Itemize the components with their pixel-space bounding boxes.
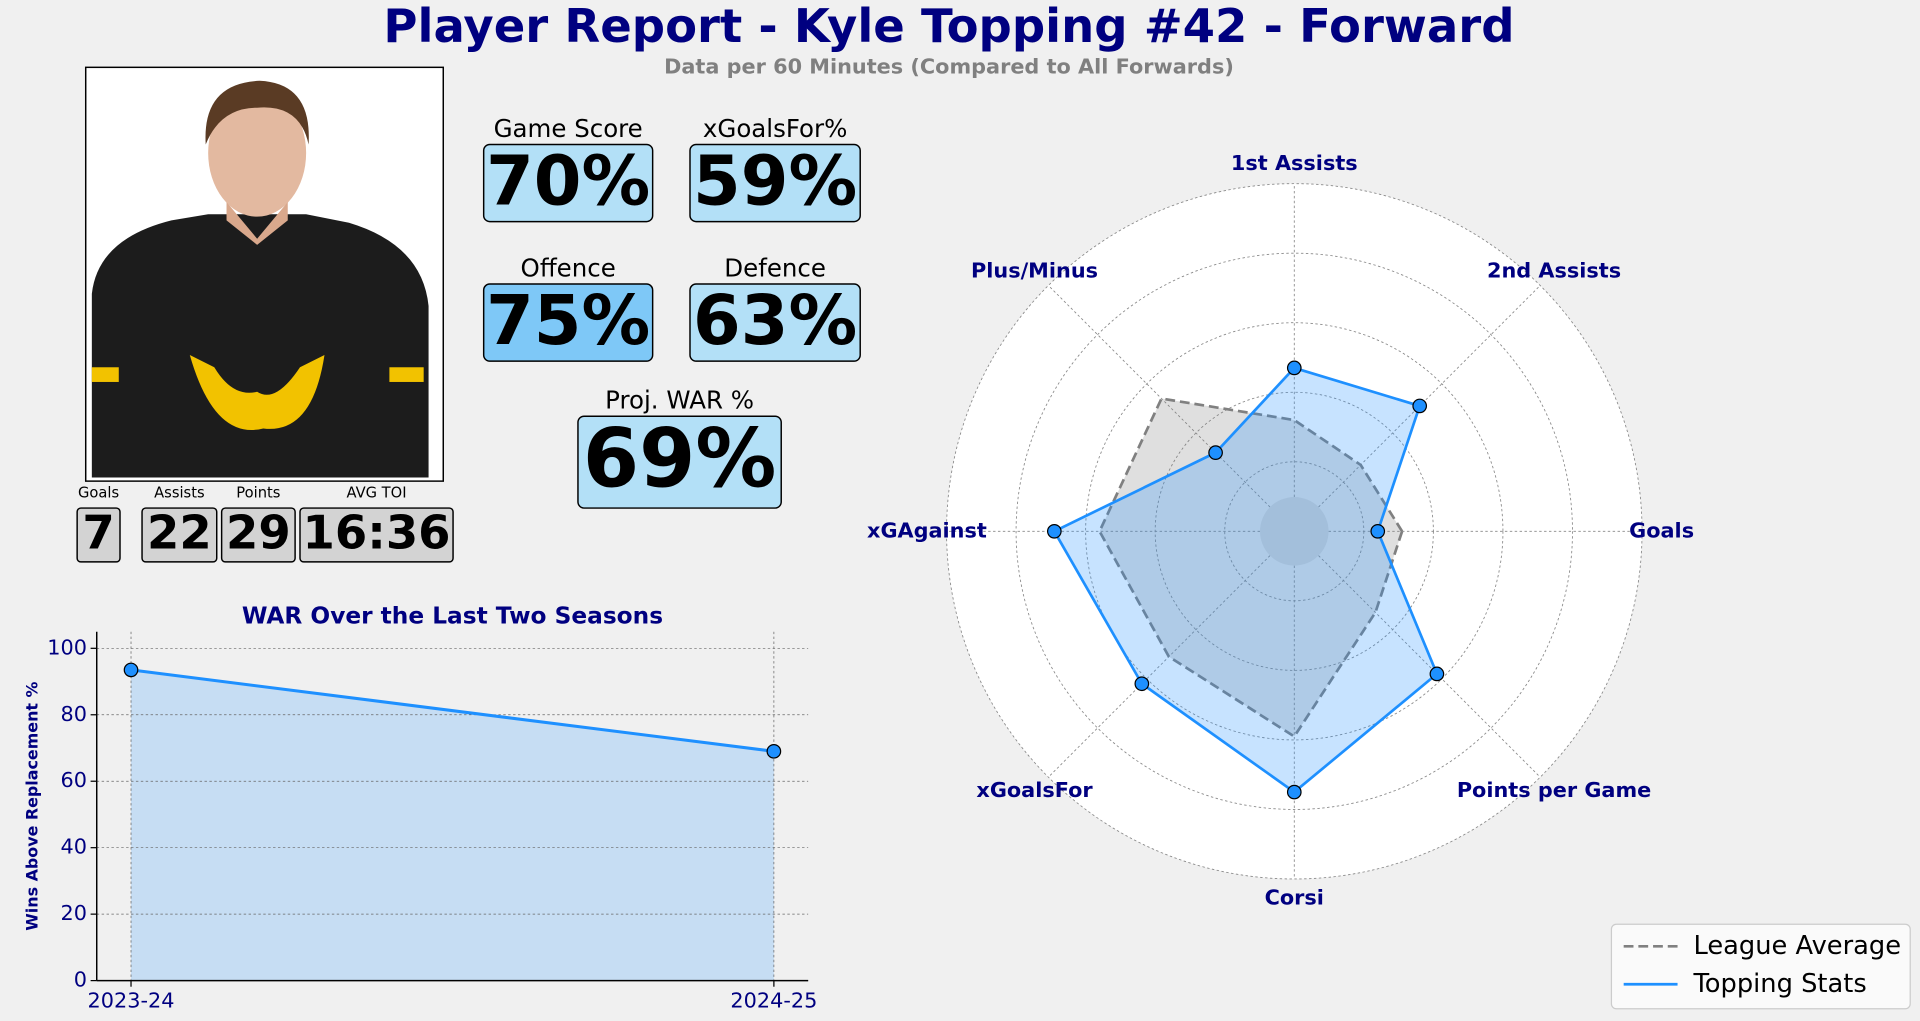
legend-box <box>1610 923 1911 1010</box>
radar-spoke <box>1048 531 1295 778</box>
card-box <box>482 143 654 223</box>
photo-stripe <box>91 367 119 382</box>
legend-label: League Average <box>1693 931 1901 961</box>
radar-spoke <box>1293 285 1541 532</box>
radar-point <box>1412 398 1428 414</box>
radar-hole <box>1260 497 1329 566</box>
radar-label: Goals <box>1629 518 1694 542</box>
y-tick-label: 60 <box>60 768 86 792</box>
y-tick-label: 80 <box>60 702 86 726</box>
radar-point <box>1286 784 1302 800</box>
x-tick-label: 2024-25 <box>730 988 817 1012</box>
y-tick-label: 100 <box>47 635 87 659</box>
page-subtitle: Data per 60 Minutes (Compared to All For… <box>664 54 1234 78</box>
radar-ring <box>1015 252 1573 810</box>
card-label: Game Score <box>494 114 643 143</box>
radar-label: Plus/Minus <box>971 259 1098 283</box>
card-value: 75% <box>486 281 650 361</box>
radar-point <box>1370 523 1386 539</box>
radar-area <box>1099 398 1403 737</box>
radar-area <box>1054 367 1437 793</box>
radar-point <box>1208 445 1223 460</box>
chart-title: WAR Over the Last Two Seasons <box>242 603 663 630</box>
card-label: Proj. WAR % <box>605 386 754 415</box>
photo-logo <box>189 355 325 431</box>
radar-ring <box>946 183 1643 880</box>
radar-label: 1st Assists <box>1231 151 1358 175</box>
card-box <box>689 283 861 362</box>
line <box>130 668 775 753</box>
stat-box <box>299 507 454 563</box>
card-label: Defence <box>724 253 826 282</box>
stat-label: AVG TOI <box>346 484 406 501</box>
card-value: 59% <box>693 142 857 222</box>
legend-label: Topping Stats <box>1692 969 1866 999</box>
radar-point <box>1429 666 1445 682</box>
radar-ring <box>1085 322 1504 741</box>
stat-label: Points <box>236 484 280 501</box>
point <box>123 662 139 678</box>
radar-label: Corsi <box>1265 886 1324 910</box>
stat-value: 29 <box>226 506 291 560</box>
card-label: Offence <box>521 253 616 282</box>
card-value: 70% <box>486 142 650 222</box>
y-axis-label: Wins Above Replacement % <box>23 681 42 930</box>
photo-jersey <box>91 214 429 478</box>
stat-value: 22 <box>147 506 212 560</box>
card-box <box>689 143 861 223</box>
stat-box <box>220 507 296 563</box>
stat-value: 16:36 <box>302 506 450 560</box>
radar-point <box>1134 676 1150 692</box>
radar-spoke <box>1293 531 1541 778</box>
page-title: Player Report - Kyle Topping #42 - Forwa… <box>383 0 1514 53</box>
radar-point <box>1046 523 1062 539</box>
y-tick-label: 40 <box>60 835 86 859</box>
radar-spoke <box>1048 285 1295 532</box>
area-fill <box>131 669 774 981</box>
radar-label: xGAgainst <box>867 518 987 542</box>
photo-hair <box>205 80 309 145</box>
stat-label: Assists <box>154 484 205 501</box>
photo-stripe <box>389 367 424 382</box>
stat-box <box>141 507 218 563</box>
stat-value: 7 <box>82 506 114 560</box>
y-tick-label: 20 <box>60 901 86 925</box>
radar-line <box>1098 397 1404 739</box>
radar-label: Points per Game <box>1457 778 1651 802</box>
radar-label: xGoalsFor <box>976 778 1093 802</box>
y-tick-label: 0 <box>74 968 87 992</box>
photo-neck <box>226 201 288 245</box>
point <box>766 743 782 759</box>
card-value: 69% <box>583 413 776 507</box>
radar-point <box>1286 360 1302 376</box>
player-photo <box>84 66 444 482</box>
x-tick-label: 2023-24 <box>88 988 175 1012</box>
card-label: xGoalsFor% <box>703 114 847 143</box>
card-box <box>482 283 654 362</box>
card-value: 63% <box>693 281 857 361</box>
card-box <box>577 415 782 509</box>
stat-box <box>76 507 121 563</box>
stat-label: Goals <box>78 484 119 501</box>
photo-face <box>208 89 307 217</box>
radar-label: 2nd Assists <box>1487 259 1621 283</box>
